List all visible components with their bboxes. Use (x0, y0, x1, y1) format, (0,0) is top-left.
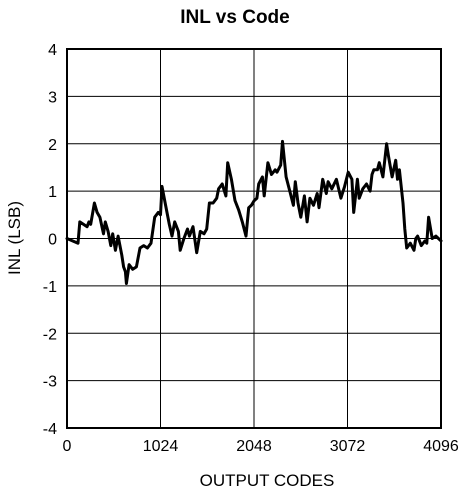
y-tick-label: -4 (43, 421, 57, 438)
y-tick-label: -2 (43, 326, 57, 343)
x-tick-label: 3072 (330, 438, 366, 455)
x-tick-label: 1024 (143, 438, 179, 455)
y-tick-labels: 4 3 2 1 0 -1 -2 -3 -4 (43, 42, 57, 438)
y-tick-label: 4 (48, 42, 57, 59)
x-tick-label: 2048 (236, 438, 272, 455)
chart-title: INL vs Code (180, 7, 289, 28)
y-tick-label: 1 (48, 184, 57, 201)
y-tick-label: 3 (48, 89, 57, 106)
y-tick-label: -1 (43, 279, 57, 296)
inl-series-line-0 (65, 139, 443, 285)
series-layer (65, 139, 443, 285)
plot-frame (66, 48, 442, 429)
y-axis-label: INL (LSB) (5, 201, 24, 275)
y-tick-label: 2 (48, 137, 57, 154)
y-tick-label: -3 (43, 374, 57, 391)
y-tick-label: 0 (48, 232, 57, 249)
x-axis-label: OUTPUT CODES (200, 471, 335, 490)
x-tick-label: 4096 (423, 438, 459, 455)
x-tick-label: 0 (63, 438, 72, 455)
x-tick-labels: 0 1024 2048 3072 4096 (63, 438, 459, 455)
grid-lines (67, 49, 441, 428)
